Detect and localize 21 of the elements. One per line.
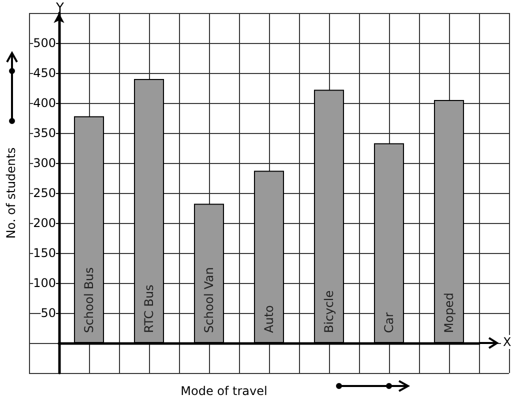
y-tick-label: 350	[33, 126, 56, 140]
annotation: X	[503, 335, 512, 349]
y-tick-label: 150	[33, 246, 56, 260]
x-tick-label: School Van	[202, 267, 216, 333]
x-axis-title: Mode of travel	[180, 384, 268, 398]
y-tick-label: 250	[33, 186, 56, 200]
x-tick-label: RTC Bus	[142, 284, 156, 333]
x-tick-label: School Bus	[82, 267, 96, 333]
y-tick-label: 100	[33, 276, 56, 290]
y-tick-label: 500	[33, 36, 56, 50]
x-tick-label: Moped	[442, 292, 456, 333]
y-tick-label: 450	[33, 66, 56, 80]
y-tick-label: 300	[33, 156, 56, 170]
x-tick-label: Auto	[262, 305, 276, 333]
y-tick-label: 400	[33, 96, 56, 110]
y-tick-label: 200	[33, 216, 56, 230]
annotation: Y	[55, 1, 64, 16]
x-tick-label: Car	[382, 312, 396, 333]
y-axis-title: No. of students	[4, 147, 18, 239]
x-tick-label: Bicycle	[322, 290, 336, 333]
y-tick-label: 50	[40, 306, 56, 320]
